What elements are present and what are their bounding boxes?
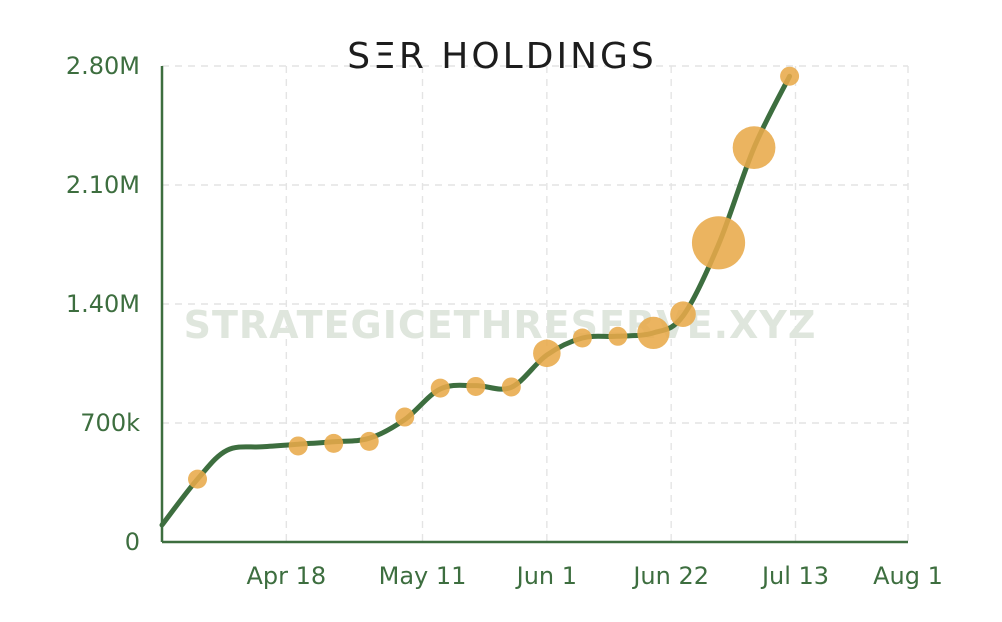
grid-layer [162, 65, 909, 542]
data-bubble [780, 66, 800, 86]
data-bubble [359, 431, 379, 451]
x-tick-label: Jul 13 [760, 562, 829, 590]
data-bubble [691, 216, 746, 270]
watermark: STRATEGICETHRESERVE.XYZ [184, 303, 817, 347]
data-bubble [466, 376, 486, 396]
y-tick-label: 2.10M [66, 171, 140, 199]
x-tick-label: Jun 1 [515, 562, 577, 590]
data-bubble [501, 377, 521, 397]
data-bubble [608, 326, 628, 346]
data-bubble [732, 126, 776, 169]
axis-layer [160, 66, 908, 544]
data-bubble [533, 339, 561, 368]
series-layer [159, 73, 793, 528]
y-tick-label: 0 [125, 528, 140, 556]
bubble-layer [188, 66, 800, 489]
data-bubble [324, 433, 344, 453]
data-bubble [188, 469, 208, 489]
y-tick-label: 1.40M [66, 290, 140, 318]
chart-title: SΞR HOLDINGS [347, 36, 657, 77]
x-tick-label: Jun 22 [631, 562, 709, 590]
data-bubble [430, 378, 450, 398]
data-bubble [637, 316, 670, 350]
data-bubble [572, 328, 592, 348]
data-bubble [288, 436, 308, 456]
data-bubble [670, 301, 696, 328]
x-tick-label: Apr 18 [246, 562, 326, 590]
data-bubble [395, 407, 415, 427]
tick-layer: 0 700k 1.40M 2.10M 2.80M Apr 18 May 11 Jun 1 Jun… [66, 52, 943, 590]
series-line-holdings [159, 73, 793, 528]
y-tick-label: 700k [80, 409, 140, 437]
x-tick-label: May 11 [379, 562, 467, 590]
x-tick-label: Aug 1 [873, 562, 943, 590]
y-tick-label: 2.80M [66, 52, 140, 80]
